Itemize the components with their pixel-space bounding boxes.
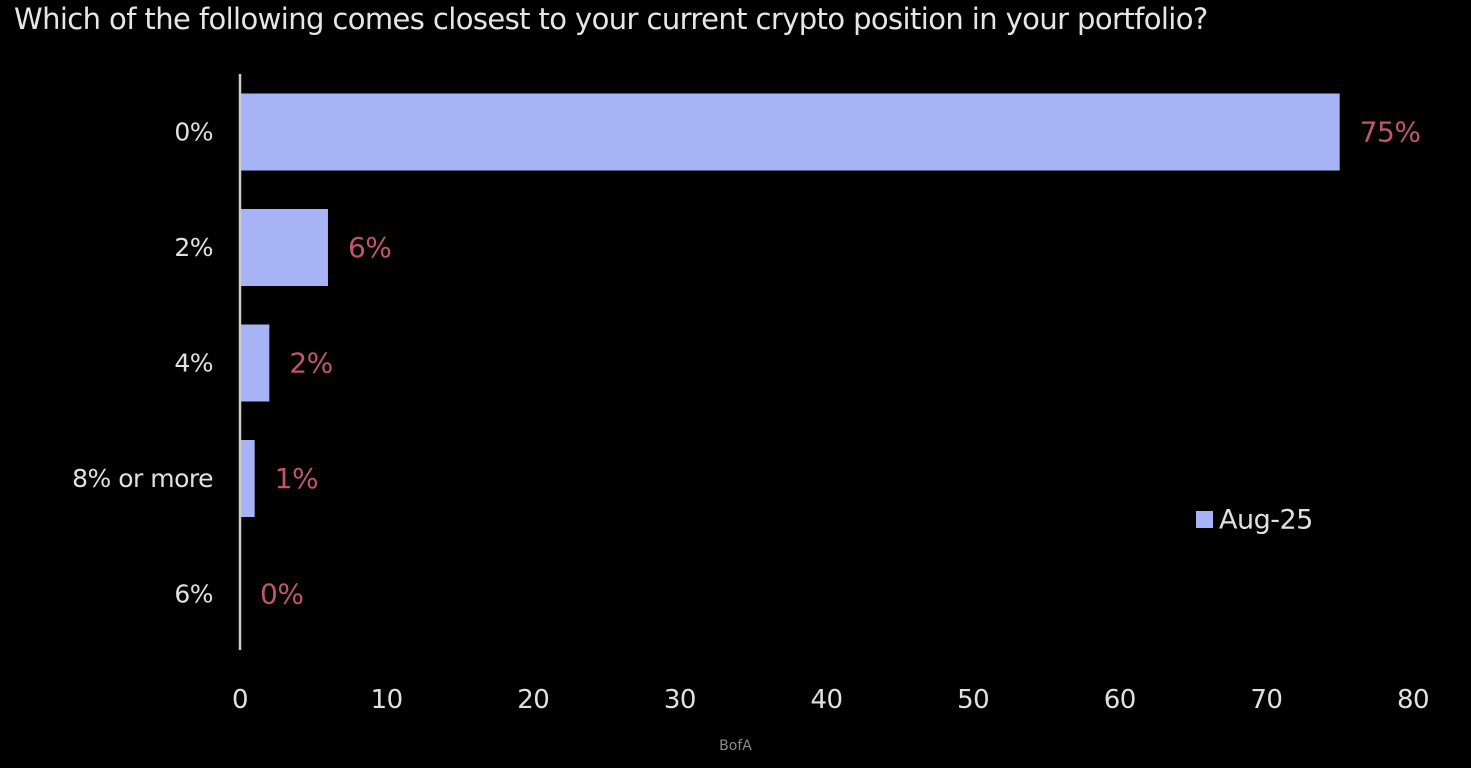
category-label-0: 0% — [174, 118, 213, 147]
x-tick-label-1: 10 — [371, 685, 403, 715]
category-labels: 0% 2% 4% 8% or more 6% — [72, 118, 214, 609]
bar-2 — [240, 324, 270, 402]
x-tick-label-7: 70 — [1250, 685, 1282, 715]
data-labels: 75% 6% 2% 1% 0% — [260, 116, 1421, 611]
data-label-4: 0% — [260, 578, 303, 611]
bar-0 — [240, 93, 1340, 171]
x-tick-label-4: 40 — [810, 685, 842, 715]
x-tick-label-3: 30 — [664, 685, 696, 715]
x-tick-label-5: 50 — [957, 685, 989, 715]
category-label-1: 2% — [174, 233, 213, 262]
legend: Aug-25 — [1196, 505, 1313, 536]
legend-swatch — [1196, 511, 1213, 528]
x-tick-label-6: 60 — [1104, 685, 1136, 715]
data-label-2: 2% — [289, 347, 332, 380]
chart-title: Which of the following comes closest to … — [14, 2, 1208, 36]
x-tick-label-0: 0 — [232, 685, 248, 715]
bar-3 — [240, 440, 255, 517]
bars-layer — [240, 93, 1340, 517]
category-label-2: 4% — [174, 349, 213, 378]
x-tick-label-8: 80 — [1397, 685, 1429, 715]
data-label-3: 1% — [275, 462, 318, 495]
source-note: BofA — [719, 738, 752, 754]
category-label-3: 8% or more — [72, 464, 213, 493]
x-axis-tick-labels: 0 10 20 30 40 50 60 70 80 — [232, 685, 1430, 715]
bar-1 — [240, 209, 328, 286]
x-tick-label-2: 20 — [517, 685, 549, 715]
data-label-0: 75% — [1360, 116, 1421, 149]
legend-label: Aug-25 — [1219, 505, 1313, 536]
data-label-1: 6% — [348, 231, 391, 264]
category-label-4: 6% — [174, 580, 213, 609]
